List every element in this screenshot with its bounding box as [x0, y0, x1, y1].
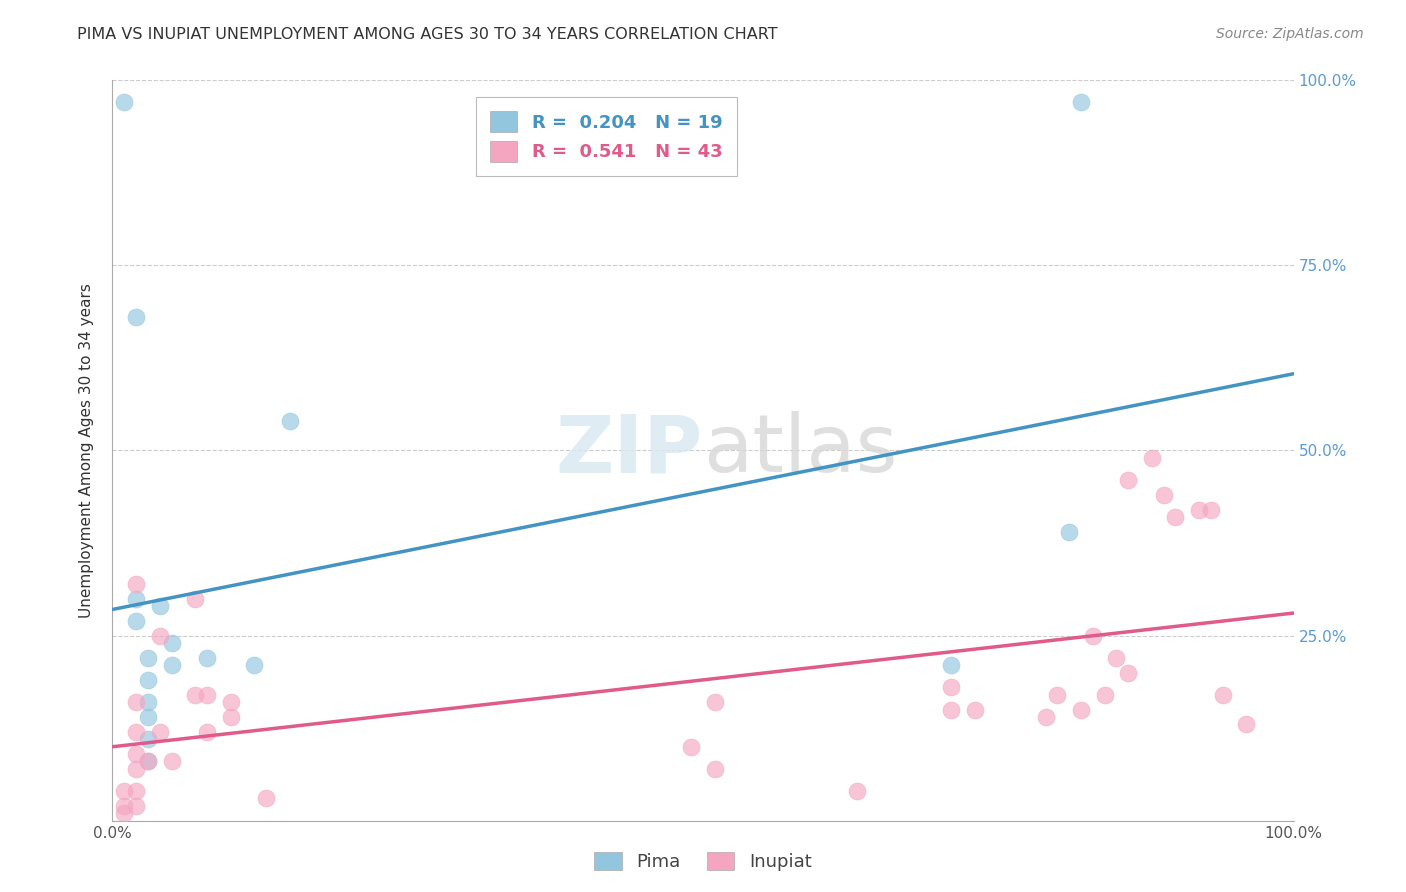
Point	[1234, 717, 1257, 731]
Point	[1153, 488, 1175, 502]
Point	[136, 732, 159, 747]
Point	[149, 628, 172, 642]
Point	[125, 784, 148, 798]
Point	[1046, 688, 1069, 702]
Point	[1035, 710, 1057, 724]
Point	[125, 591, 148, 606]
Point	[112, 784, 135, 798]
Point	[939, 703, 962, 717]
Point	[1199, 502, 1222, 516]
Point	[125, 695, 148, 709]
Point	[112, 806, 135, 821]
Point	[125, 798, 148, 813]
Point	[1116, 665, 1139, 680]
Point	[160, 755, 183, 769]
Point	[136, 755, 159, 769]
Point	[125, 762, 148, 776]
Point	[195, 650, 218, 665]
Point	[125, 614, 148, 628]
Point	[195, 688, 218, 702]
Point	[1070, 703, 1092, 717]
Point	[149, 599, 172, 613]
Point	[1116, 473, 1139, 487]
Point	[845, 784, 868, 798]
Point	[136, 755, 159, 769]
Point	[136, 650, 159, 665]
Point	[160, 636, 183, 650]
Point	[703, 695, 725, 709]
Point	[125, 747, 148, 761]
Point	[254, 791, 277, 805]
Point	[939, 681, 962, 695]
Point	[1212, 688, 1234, 702]
Text: PIMA VS INUPIAT UNEMPLOYMENT AMONG AGES 30 TO 34 YEARS CORRELATION CHART: PIMA VS INUPIAT UNEMPLOYMENT AMONG AGES …	[77, 27, 778, 42]
Point	[1057, 524, 1080, 539]
Point	[219, 710, 242, 724]
Point	[1105, 650, 1128, 665]
Point	[160, 658, 183, 673]
Text: atlas: atlas	[703, 411, 897, 490]
Point	[149, 724, 172, 739]
Point	[1081, 628, 1104, 642]
Point	[1070, 95, 1092, 110]
Point	[243, 658, 266, 673]
Point	[703, 762, 725, 776]
Point	[184, 591, 207, 606]
Point	[112, 798, 135, 813]
Point	[184, 688, 207, 702]
Text: ZIP: ZIP	[555, 411, 703, 490]
Point	[125, 724, 148, 739]
Point	[195, 724, 218, 739]
Point	[1188, 502, 1211, 516]
Legend: Pima, Inupiat: Pima, Inupiat	[588, 845, 818, 879]
Text: Source: ZipAtlas.com: Source: ZipAtlas.com	[1216, 27, 1364, 41]
Point	[219, 695, 242, 709]
Point	[1140, 450, 1163, 465]
Point	[1094, 688, 1116, 702]
Point	[112, 95, 135, 110]
Point	[136, 673, 159, 687]
Point	[278, 414, 301, 428]
Point	[681, 739, 703, 754]
Point	[136, 710, 159, 724]
Legend: R =  0.204   N = 19, R =  0.541   N = 43: R = 0.204 N = 19, R = 0.541 N = 43	[475, 96, 737, 177]
Point	[963, 703, 986, 717]
Point	[939, 658, 962, 673]
Y-axis label: Unemployment Among Ages 30 to 34 years: Unemployment Among Ages 30 to 34 years	[79, 283, 94, 618]
Point	[1164, 510, 1187, 524]
Point	[136, 695, 159, 709]
Point	[125, 576, 148, 591]
Point	[125, 310, 148, 325]
